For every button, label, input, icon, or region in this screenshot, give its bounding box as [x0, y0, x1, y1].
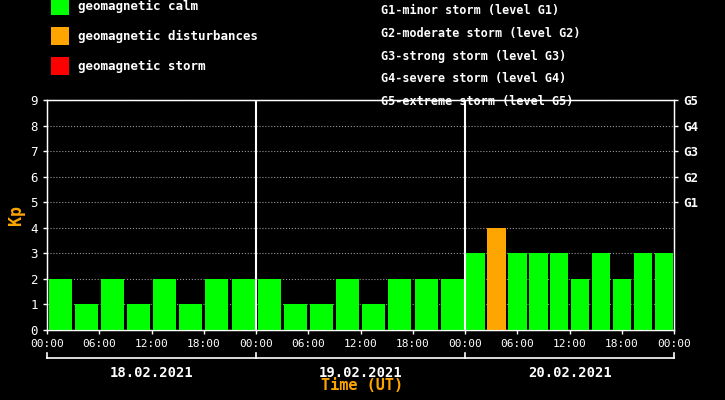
Bar — [49, 279, 72, 330]
Text: geomagnetic disturbances: geomagnetic disturbances — [78, 30, 257, 42]
Bar — [257, 279, 281, 330]
Bar — [101, 279, 124, 330]
Bar — [466, 253, 485, 330]
Text: Time (UT): Time (UT) — [321, 378, 404, 393]
Bar — [550, 253, 568, 330]
Bar — [634, 253, 652, 330]
Bar — [231, 279, 254, 330]
Bar — [336, 279, 359, 330]
Bar — [389, 279, 411, 330]
Text: G5-extreme storm (level G5): G5-extreme storm (level G5) — [381, 95, 573, 108]
Text: geomagnetic storm: geomagnetic storm — [78, 60, 205, 72]
Bar — [655, 253, 673, 330]
Bar — [153, 279, 176, 330]
Text: geomagnetic calm: geomagnetic calm — [78, 0, 198, 12]
Text: G3-strong storm (level G3): G3-strong storm (level G3) — [381, 50, 566, 63]
Bar — [415, 279, 437, 330]
Bar — [362, 304, 385, 330]
Text: G4-severe storm (level G4): G4-severe storm (level G4) — [381, 72, 566, 86]
Text: 18.02.2021: 18.02.2021 — [109, 366, 194, 380]
Bar — [310, 304, 333, 330]
Y-axis label: Kp: Kp — [7, 205, 25, 225]
Text: 19.02.2021: 19.02.2021 — [319, 366, 402, 380]
Bar — [529, 253, 547, 330]
Bar — [127, 304, 150, 330]
Bar — [571, 279, 589, 330]
Bar — [75, 304, 98, 330]
Bar — [613, 279, 631, 330]
Text: 20.02.2021: 20.02.2021 — [528, 366, 612, 380]
Bar — [592, 253, 610, 330]
Bar — [508, 253, 526, 330]
Bar — [205, 279, 228, 330]
Bar — [487, 228, 506, 330]
Bar — [179, 304, 202, 330]
Text: G1-minor storm (level G1): G1-minor storm (level G1) — [381, 4, 559, 17]
Bar — [284, 304, 307, 330]
Bar — [441, 279, 464, 330]
Text: G2-moderate storm (level G2): G2-moderate storm (level G2) — [381, 27, 580, 40]
